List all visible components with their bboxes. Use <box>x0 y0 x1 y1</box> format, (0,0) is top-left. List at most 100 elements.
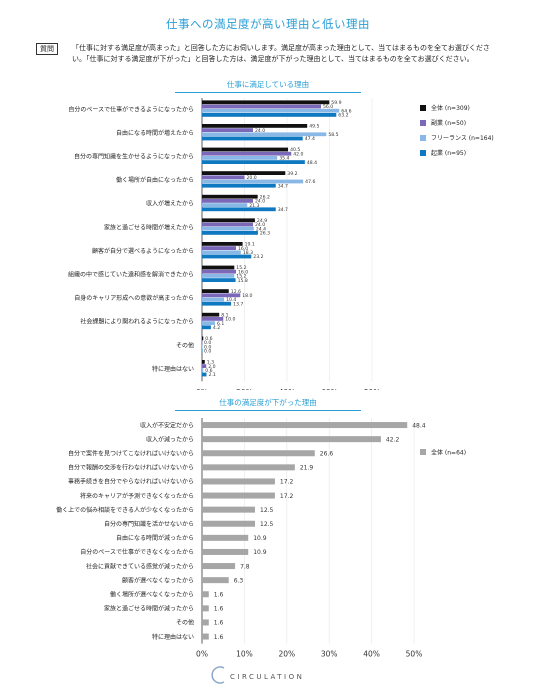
x-tick-label: 80% <box>364 388 381 390</box>
data-label: 0.0 <box>204 344 211 350</box>
data-label: 1.6 <box>214 606 224 613</box>
data-label: 42.2 <box>386 436 400 443</box>
data-label: 20.0 <box>247 175 257 181</box>
bar <box>202 265 235 270</box>
x-tick-label: 60% <box>321 388 338 390</box>
data-label: 47.4 <box>305 136 315 142</box>
data-label: 0.0 <box>204 349 211 355</box>
legend-label: 全体 (n=309) <box>431 104 470 112</box>
bar <box>202 321 215 325</box>
category-label: 収入が増えたから <box>146 200 194 208</box>
data-label: 23.2 <box>253 254 263 260</box>
bar <box>202 360 205 364</box>
data-label: 15.8 <box>238 278 248 284</box>
bar <box>202 203 248 207</box>
x-tick-label: 50% <box>406 650 423 658</box>
bar <box>202 104 321 109</box>
logo-mark-icon: CIRCULATION <box>211 666 302 684</box>
category-label: その他 <box>176 619 194 627</box>
data-label: 42.0 <box>293 151 303 157</box>
data-label: 17.2 <box>280 493 294 500</box>
data-label: 47.6 <box>305 179 315 185</box>
data-label: 1.6 <box>214 620 224 627</box>
x-tick-label: 40% <box>363 650 380 658</box>
bar <box>202 520 255 527</box>
bar <box>202 591 209 598</box>
category-label: 働く場所が自由になったから <box>116 176 194 184</box>
bar <box>202 218 255 223</box>
bar <box>202 289 229 293</box>
data-label: 19.1 <box>245 242 255 248</box>
bar <box>202 194 258 199</box>
bar <box>202 506 255 513</box>
chart2-title-wrap: 仕事の満足度が下がった理由 <box>175 397 361 411</box>
bar <box>202 147 289 152</box>
data-label: 10.9 <box>253 549 267 556</box>
category-label: 働く場所が選べなくなったから <box>110 590 194 598</box>
bar <box>202 156 278 160</box>
category-label: 自由になる時間が増えたから <box>116 129 194 137</box>
x-tick-label: 20% <box>278 650 295 658</box>
bar <box>202 231 258 235</box>
data-label: 1.3 <box>207 360 214 366</box>
bar <box>202 436 381 443</box>
category-label: 自身のキャリア形成への意欲が高まったから <box>74 294 194 302</box>
data-label: 4.2 <box>213 325 220 331</box>
category-label: 事務手続きを自分でやらなければいけないから <box>68 478 194 486</box>
category-label: 働く上での悩み相談をできる人が少なくなったから <box>56 506 194 514</box>
bar <box>202 464 295 471</box>
bar <box>202 250 241 255</box>
bar <box>202 128 253 132</box>
data-label: 8.1 <box>221 312 228 318</box>
data-label: 58.5 <box>328 132 338 138</box>
data-label: 59.9 <box>331 100 341 106</box>
category-label: 自分で案件を見つけてこなければいけないから <box>68 449 194 457</box>
bar <box>202 274 235 278</box>
data-label: 6.1 <box>217 321 224 327</box>
bar <box>202 548 249 555</box>
data-label: 26.6 <box>320 450 334 457</box>
bar <box>202 534 249 541</box>
chart1-title-wrap: 仕事に満足している理由 <box>175 79 361 93</box>
category-label: 顧客が選べなくなったから <box>122 576 194 584</box>
bar <box>202 269 236 274</box>
bar <box>202 160 305 164</box>
x-tick-label: 10% <box>236 650 253 658</box>
category-label: 自分で報酬の交渉を行わなければいけないから <box>68 464 194 472</box>
bar <box>202 492 275 499</box>
question-box: 質問 「仕事に対する満足度が高まった」と回答した方にお伺いします。満足度が高まっ… <box>36 43 502 63</box>
category-label: 自分の専門知識を生かせるようになったから <box>74 153 194 161</box>
x-tick-label: 0% <box>196 388 208 390</box>
bar <box>202 312 220 317</box>
data-label: 24.0 <box>255 128 265 134</box>
data-label: 64.6 <box>341 108 351 114</box>
bar <box>202 301 232 306</box>
legend-swatch <box>420 135 426 141</box>
category-label: 組織の中で感じていた違和感を解消できたから <box>68 271 194 279</box>
data-label: 24.0 <box>255 222 265 228</box>
data-label: 6.3 <box>234 577 244 584</box>
bar <box>202 171 286 175</box>
x-tick-label: 0% <box>196 650 208 658</box>
bar <box>202 136 303 141</box>
data-label: 56.0 <box>323 104 333 110</box>
chart-dissatisfied-reasons: 0% 10% 20% 30% 40% 50% 収入が不安定だから 48.4 収入が減ったから 42… <box>56 418 466 658</box>
data-label: 24.0 <box>255 199 265 205</box>
circulation-logo: CIRCULATION <box>0 665 536 689</box>
legend-swatch <box>420 105 426 111</box>
data-label: 24.4 <box>256 226 266 232</box>
category-label: 家族と過ごせる時間が増えたから <box>104 223 194 231</box>
bar <box>202 113 337 117</box>
bar <box>202 242 243 246</box>
bar <box>202 297 225 302</box>
legend-swatch <box>420 449 426 455</box>
data-label: 63.2 <box>338 113 348 119</box>
data-label: 12.5 <box>260 521 274 528</box>
bar <box>202 478 275 485</box>
category-label: 自由になる時間が減ったから <box>116 534 194 542</box>
chart2-title: 仕事の満足度が下がった理由 <box>175 397 361 411</box>
question-text: 「仕事に対する満足度が高まった」と回答した方にお伺いします。満足度が高まった理由… <box>72 44 490 63</box>
bar <box>202 179 304 184</box>
data-label: 0.6 <box>205 336 212 342</box>
legend-swatch <box>420 120 426 126</box>
